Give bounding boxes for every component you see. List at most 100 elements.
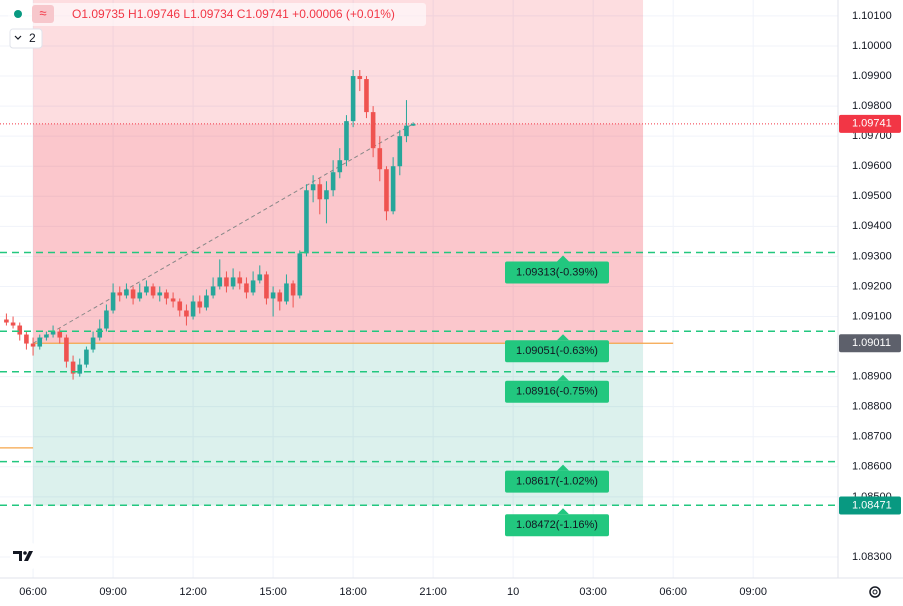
price-tag-box — [839, 334, 901, 353]
chevron-icon — [14, 35, 22, 40]
y-tick-label: 1.09300 — [852, 250, 892, 262]
candle-body — [117, 292, 123, 296]
y-tick-label: 1.09600 — [852, 160, 892, 172]
candle-body — [357, 76, 363, 80]
tv-logo — [10, 541, 40, 571]
candle-body — [257, 274, 263, 281]
candle-body — [50, 331, 56, 335]
logo-bg — [10, 541, 40, 571]
level-label-box — [505, 514, 609, 537]
candle-body — [64, 337, 69, 362]
level-pointer — [557, 464, 569, 471]
y-tick-label: 1.09700 — [852, 130, 892, 142]
symbol-icon[interactable] — [32, 5, 54, 23]
candle-body — [237, 277, 243, 284]
gear[interactable] — [869, 586, 881, 598]
x-tick-label: 10 — [507, 586, 519, 598]
candle-body — [24, 334, 29, 344]
y-tick-label: 1.09400 — [852, 220, 892, 232]
y-tick-label: 1.08700 — [852, 431, 892, 443]
level-pointer — [557, 374, 569, 381]
candle-body — [230, 277, 236, 287]
y-tick-label: 1.09900 — [852, 70, 892, 82]
candle-body — [277, 292, 283, 302]
x-tick-label: 03:00 — [579, 586, 607, 598]
header: ≈ O1.09735 H1.09746 L1.09734 C1.09741 +0… — [8, 3, 426, 49]
candle-body — [190, 301, 196, 317]
candle-body — [344, 121, 349, 161]
candle-body — [157, 292, 163, 296]
candle-body — [370, 112, 376, 149]
candle-body — [224, 277, 229, 287]
candle-body — [70, 361, 76, 374]
level-label: 1.09051(-0.63%) — [516, 345, 598, 357]
status-dot — [14, 10, 22, 18]
candle-body — [217, 277, 223, 287]
candle-body — [317, 184, 323, 200]
candle-body — [330, 172, 336, 191]
candle-body — [90, 337, 96, 350]
price-tag: 1.08471 — [852, 499, 892, 511]
level-label-box — [505, 261, 609, 284]
candle-body — [104, 310, 109, 329]
candle-body — [384, 169, 389, 212]
candle-body — [244, 283, 249, 293]
candle-body — [197, 301, 203, 308]
level-label: 1.08617(-1.02%) — [516, 476, 598, 488]
open-loss-zone — [33, 123, 644, 344]
candle-body — [130, 289, 136, 299]
candle-body — [324, 190, 329, 200]
level-pointer — [557, 508, 569, 515]
candle-body — [297, 253, 303, 296]
candle-body — [350, 76, 356, 122]
candle-body — [57, 331, 63, 338]
level-pointer — [557, 255, 569, 262]
candle-body — [184, 310, 189, 317]
candle-body — [144, 286, 149, 293]
candle-body — [210, 286, 216, 296]
candle-body — [170, 298, 176, 302]
y-tick-label: 1.09800 — [852, 100, 892, 112]
position-connector — [32, 123, 414, 344]
level-label-box — [505, 380, 609, 403]
level-label: 1.08472(-1.16%) — [516, 519, 598, 531]
candle-body — [17, 325, 23, 335]
y-tick-label: 1.08900 — [852, 371, 892, 383]
indicator-count: 2 — [29, 31, 36, 45]
y-tick-label: 1.10100 — [852, 10, 892, 22]
candle-body — [137, 292, 143, 299]
y-tick-label: 1.08600 — [852, 461, 892, 473]
x-tick-label: 09:00 — [99, 586, 127, 598]
candle-body — [4, 319, 9, 323]
indicator-toggle[interactable] — [9, 28, 43, 49]
settings-icon[interactable] — [869, 586, 881, 598]
y-tick-label: 1.09100 — [852, 310, 892, 322]
price-tag: 1.09011 — [852, 337, 891, 349]
level-label: 1.09313(-0.39%) — [516, 266, 598, 278]
x-tick-label: 18:00 — [339, 586, 367, 598]
y-tick-label: 1.10000 — [852, 40, 892, 52]
level-label: 1.08916(-0.75%) — [516, 386, 598, 398]
symbol-icon-glyph: ≈ — [39, 5, 46, 20]
candle-body — [37, 337, 43, 347]
candle-body — [390, 166, 396, 212]
x-tick-label: 09:00 — [739, 586, 767, 598]
candle-body — [404, 125, 409, 137]
ohlc-text: O1.09735 H1.09746 L1.09734 C1.09741 +0.0… — [72, 7, 395, 21]
candle-body — [284, 283, 289, 302]
candle-body — [10, 322, 16, 326]
candle-body — [204, 295, 209, 308]
price-tag-box — [839, 496, 901, 515]
candle-body — [110, 292, 116, 311]
price-tag-box — [839, 114, 901, 133]
price-tag: 1.09741 — [852, 118, 892, 130]
candle-body — [250, 280, 256, 293]
logo-dot — [23, 551, 27, 555]
candle-body — [150, 286, 156, 296]
candle-body — [304, 190, 309, 254]
candle-body — [44, 334, 49, 338]
candle-body — [397, 136, 403, 167]
gear-center — [872, 589, 878, 595]
candle-body — [164, 292, 169, 299]
x-tick-label: 12:00 — [179, 586, 207, 598]
